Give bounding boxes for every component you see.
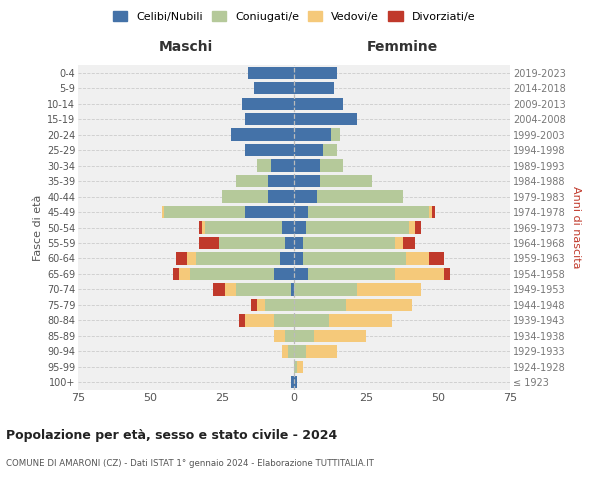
Bar [294,160,320,172]
Text: Maschi: Maschi [159,40,213,54]
Bar [302,237,395,249]
Bar [283,345,288,358]
Bar [251,298,257,311]
Bar [294,128,331,141]
Bar [294,268,308,280]
Bar [257,160,271,172]
Bar [236,283,291,296]
Bar [245,314,274,326]
Bar [230,128,294,141]
Bar [403,237,415,249]
Bar [308,268,395,280]
Bar [294,113,358,126]
Bar [280,252,294,264]
Bar [320,160,343,172]
Bar [283,222,294,234]
Bar [265,298,294,311]
Bar [187,252,196,264]
Bar [294,190,317,202]
Bar [161,206,164,218]
Bar [395,268,444,280]
Bar [271,160,294,172]
Bar [164,206,245,218]
Bar [176,252,187,264]
Bar [245,206,294,218]
Bar [406,252,430,264]
Bar [430,252,444,264]
Bar [245,113,294,126]
Bar [308,206,430,218]
Text: COMUNE DI AMARONI (CZ) - Dati ISTAT 1° gennaio 2024 - Elaborazione TUTTITALIA.IT: COMUNE DI AMARONI (CZ) - Dati ISTAT 1° g… [6,458,374,468]
Bar [268,190,294,202]
Bar [274,330,286,342]
Bar [257,298,265,311]
Bar [294,252,302,264]
Bar [409,222,415,234]
Bar [205,222,283,234]
Bar [294,66,337,79]
Text: Popolazione per età, sesso e stato civile - 2024: Popolazione per età, sesso e stato civil… [6,430,337,442]
Bar [202,222,205,234]
Y-axis label: Anni di nascita: Anni di nascita [571,186,581,269]
Bar [314,330,366,342]
Bar [346,298,412,311]
Bar [268,175,294,188]
Legend: Celibi/Nubili, Coniugati/e, Vedovi/e, Divorziati/e: Celibi/Nubili, Coniugati/e, Vedovi/e, Di… [110,8,478,25]
Bar [294,237,302,249]
Bar [294,360,297,373]
Bar [294,314,329,326]
Bar [248,66,294,79]
Bar [415,222,421,234]
Bar [305,222,409,234]
Bar [199,237,219,249]
Bar [432,206,435,218]
Bar [274,268,294,280]
Bar [288,345,294,358]
Bar [190,268,274,280]
Bar [331,128,340,141]
Bar [395,237,403,249]
Bar [320,175,372,188]
Bar [254,82,294,94]
Bar [236,175,268,188]
Bar [286,330,294,342]
Bar [430,206,432,218]
Bar [291,283,294,296]
Bar [444,268,449,280]
Bar [225,283,236,296]
Bar [173,268,179,280]
Bar [294,222,305,234]
Bar [196,252,280,264]
Y-axis label: Fasce di età: Fasce di età [32,194,43,260]
Bar [294,330,314,342]
Bar [294,206,308,218]
Bar [274,314,294,326]
Bar [214,283,225,296]
Bar [294,298,346,311]
Bar [294,345,305,358]
Bar [239,314,245,326]
Bar [179,268,190,280]
Bar [199,222,202,234]
Bar [245,144,294,156]
Bar [302,252,406,264]
Bar [294,82,334,94]
Bar [294,98,343,110]
Text: Femmine: Femmine [367,40,437,54]
Bar [305,345,337,358]
Bar [291,376,294,388]
Bar [242,98,294,110]
Bar [219,237,286,249]
Bar [323,144,337,156]
Bar [297,360,302,373]
Bar [294,283,358,296]
Bar [286,237,294,249]
Bar [317,190,403,202]
Bar [294,144,323,156]
Bar [358,283,421,296]
Bar [222,190,268,202]
Bar [294,376,297,388]
Bar [294,175,320,188]
Bar [329,314,392,326]
